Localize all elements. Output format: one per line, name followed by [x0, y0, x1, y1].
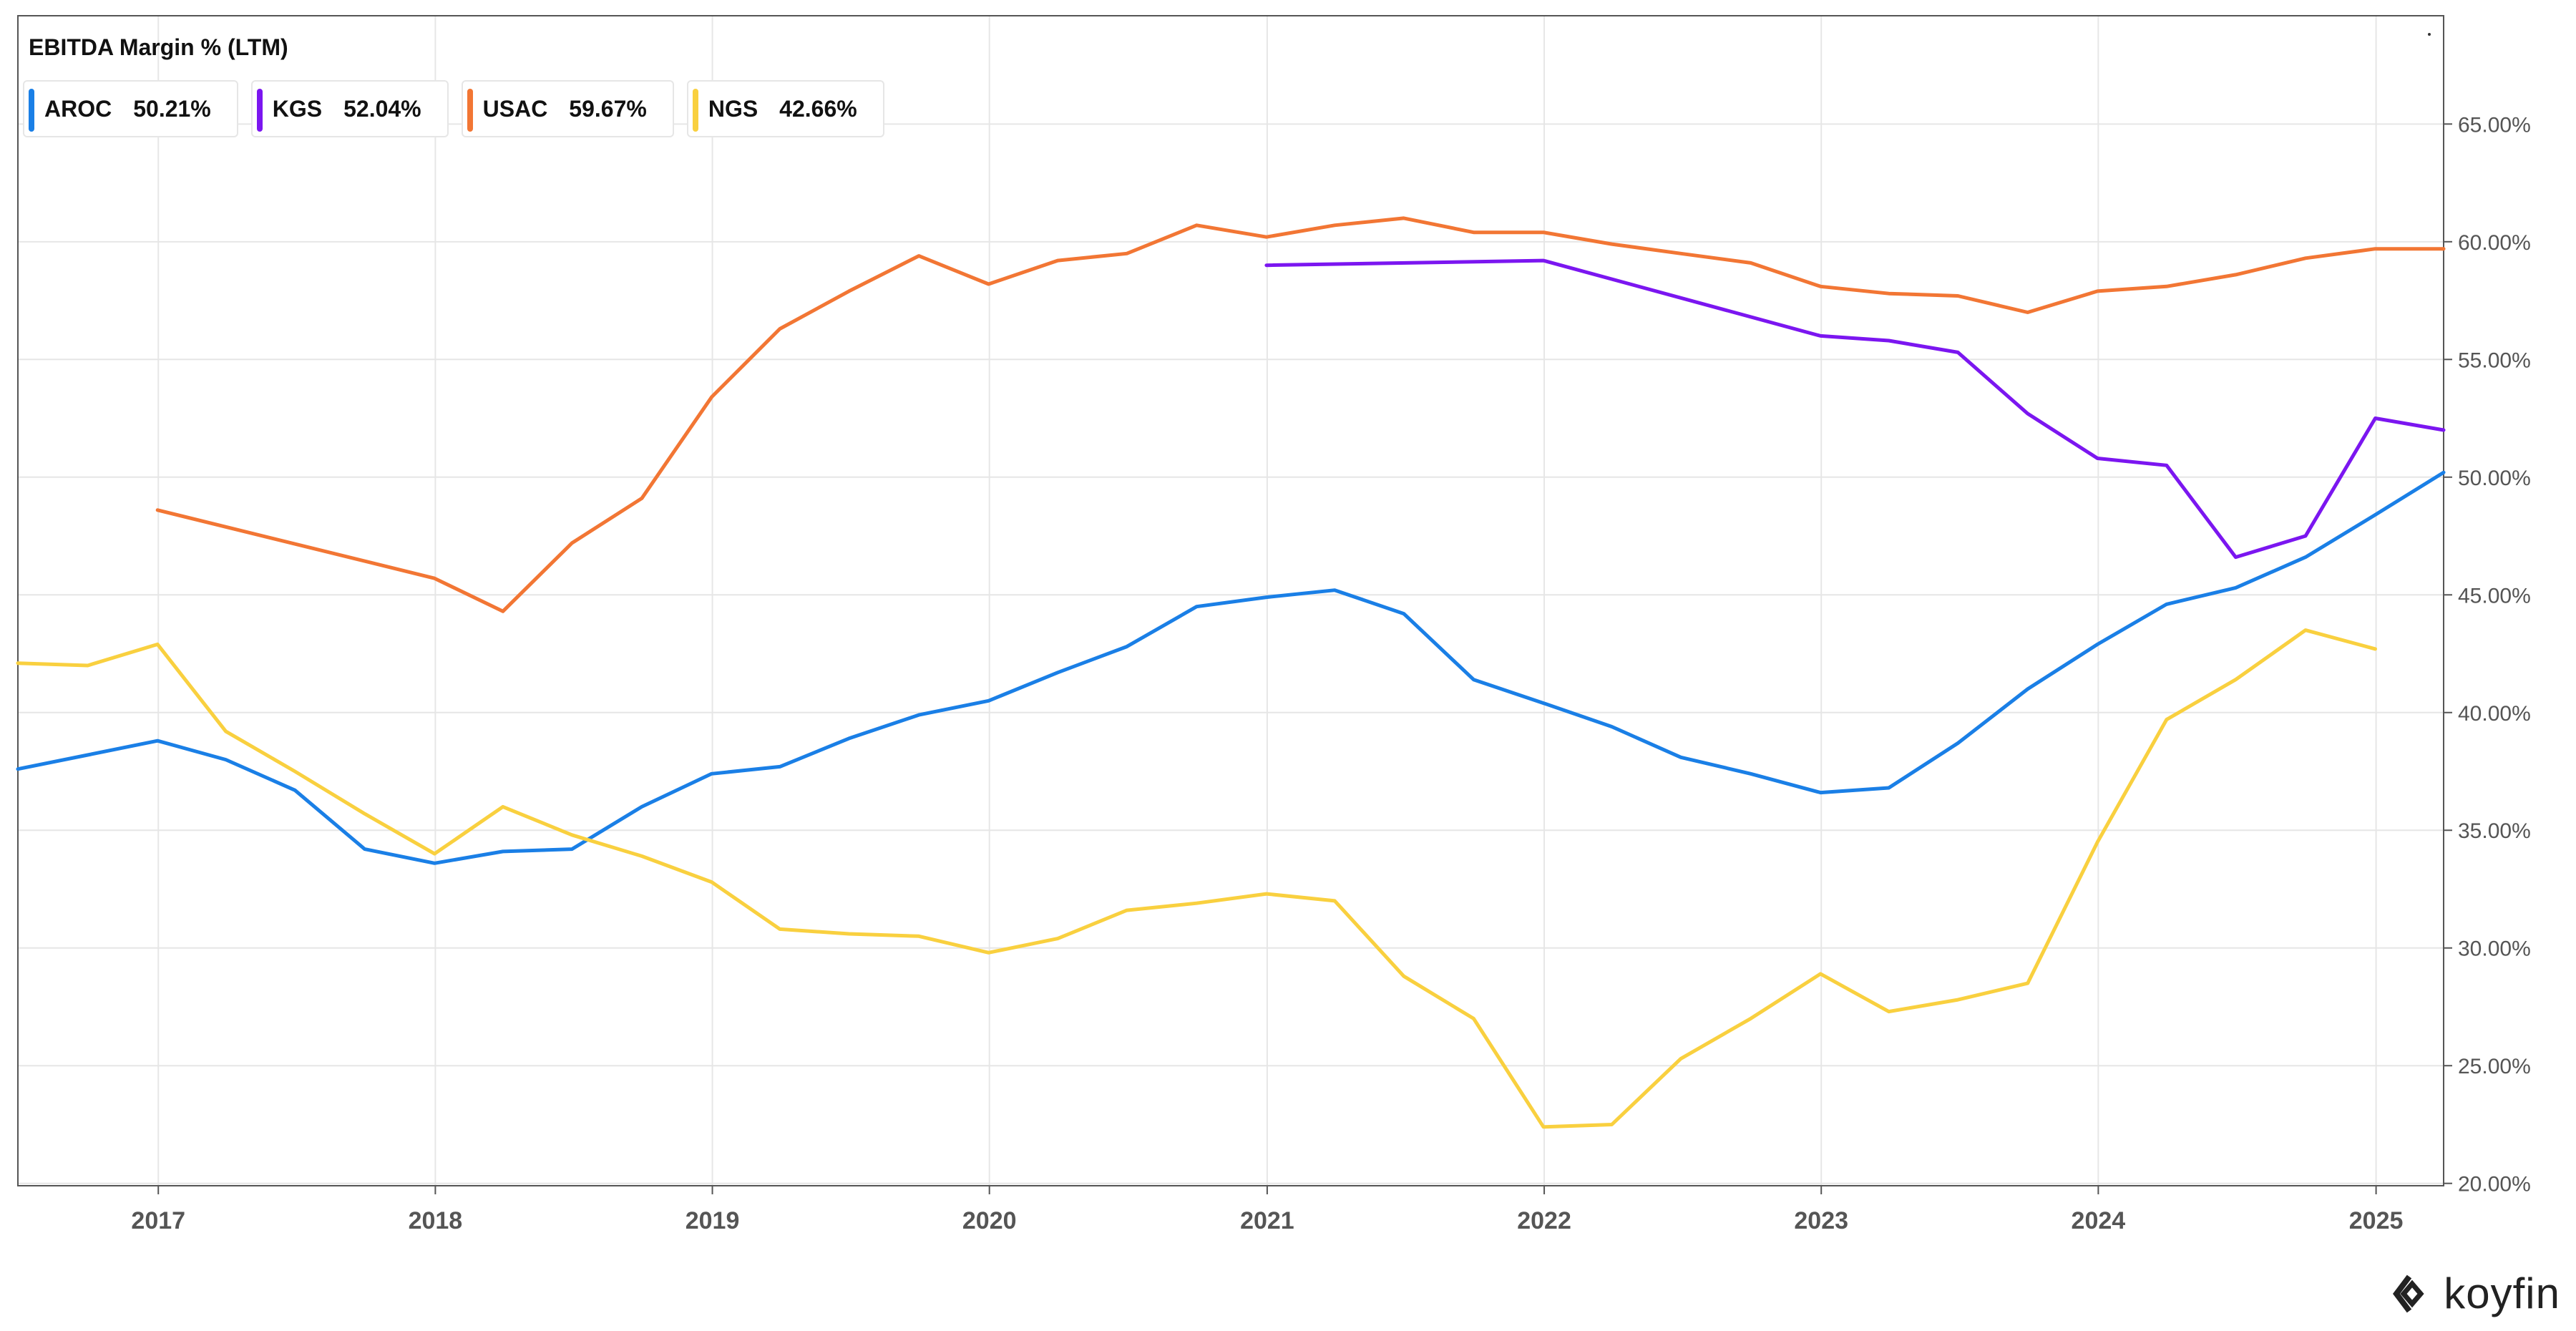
- logo-text: koyfin: [2444, 1269, 2560, 1317]
- legend-item-usac[interactable]: USAC 59.67%: [461, 80, 674, 137]
- legend-series-value: 50.21%: [133, 95, 211, 122]
- legend-item-kgs[interactable]: KGS 52.04%: [250, 80, 449, 137]
- series-line-ngs: [16, 628, 2377, 1129]
- x-tick-label: 2018: [409, 1207, 463, 1234]
- y-tick-label: 65.00%: [2458, 113, 2531, 137]
- series-layer: [16, 216, 2446, 1129]
- legend-swatch: [29, 89, 34, 132]
- legend-series-name: USAC: [482, 95, 548, 122]
- y-tick-label: 40.00%: [2458, 702, 2531, 726]
- corner-dot: [2428, 33, 2431, 36]
- series-line-usac: [155, 216, 2446, 613]
- x-tick-label: 2021: [1240, 1207, 1294, 1234]
- y-tick-label: 35.00%: [2458, 819, 2531, 843]
- y-axis: 20.00% 25.00% 30.00% 35.00% 40.00% 45.00% 50.0…: [2444, 113, 2531, 1196]
- koyfin-mark-icon: [2393, 1274, 2424, 1312]
- legend-series-name: NGS: [708, 95, 758, 122]
- legend-series-value: 52.04%: [343, 95, 421, 122]
- grid-layer: [18, 16, 2444, 1186]
- x-tick-label: 2020: [962, 1207, 1017, 1234]
- legend-series-name: KGS: [272, 95, 323, 122]
- legend-swatch: [692, 89, 698, 132]
- x-tick-label: 2019: [686, 1207, 740, 1234]
- x-tick-label: 2023: [1794, 1207, 1848, 1234]
- legend-series-value: 42.66%: [779, 95, 857, 122]
- x-tick-label: 2025: [2349, 1207, 2404, 1234]
- koyfin-logo: koyfin: [2391, 1269, 2560, 1318]
- legend-swatch: [256, 89, 263, 132]
- legend-item-ngs[interactable]: NGS 42.66%: [686, 80, 884, 137]
- series-line-kgs: [1264, 258, 2446, 560]
- y-tick-label: 20.00%: [2458, 1173, 2531, 1196]
- x-tick-label: 2024: [2072, 1207, 2126, 1234]
- y-tick-label: 25.00%: [2458, 1055, 2531, 1078]
- plot-frame: [17, 15, 2444, 1186]
- y-tick-label: 55.00%: [2458, 348, 2531, 372]
- legend-item-aroc[interactable]: AROC 50.21%: [23, 80, 238, 137]
- chart-title: EBITDA Margin % (LTM): [29, 34, 288, 60]
- y-tick-label: 45.00%: [2458, 584, 2531, 608]
- y-tick-label: 50.00%: [2458, 467, 2531, 490]
- series-line-aroc: [16, 470, 2446, 865]
- x-tick-label: 2017: [131, 1207, 185, 1234]
- x-tick-label: 2022: [1517, 1207, 1571, 1234]
- legend: AROC 50.21% KGS 52.04% USAC 59.67% NGS 42.66%: [23, 80, 884, 137]
- y-tick-label: 30.00%: [2458, 937, 2531, 961]
- legend-swatch: [467, 89, 473, 132]
- legend-series-value: 59.67%: [569, 95, 647, 122]
- y-tick-label: 60.00%: [2458, 231, 2531, 255]
- legend-series-name: AROC: [44, 95, 112, 122]
- x-axis: 2017 2018 2019 2020 2021 2022 2023 2024 2025: [131, 1186, 2403, 1234]
